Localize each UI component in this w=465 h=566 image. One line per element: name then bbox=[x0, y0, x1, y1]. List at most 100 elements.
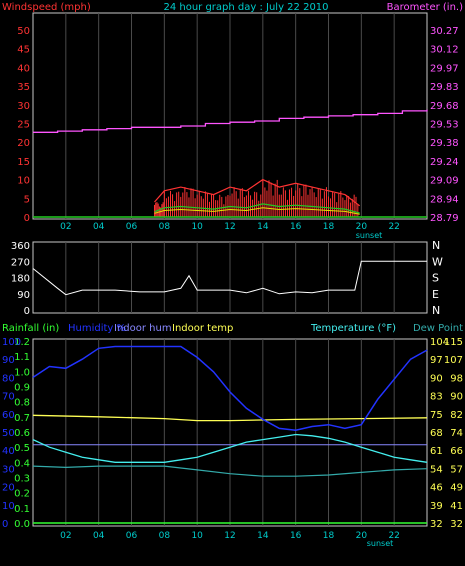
windspeed-tick: 15 bbox=[17, 157, 30, 168]
barometer-tick: 29.83 bbox=[430, 82, 459, 93]
windspeed-tick: 25 bbox=[17, 120, 30, 131]
temperature-tick-b: 82 bbox=[450, 410, 463, 421]
temperature-tick-b: 115 bbox=[444, 337, 463, 348]
temperature-tick-a: 54 bbox=[430, 464, 443, 475]
top-hour-tick: 18 bbox=[323, 222, 335, 232]
barometer-tick: 29.97 bbox=[430, 63, 459, 74]
temperature-tick-b: 32 bbox=[450, 519, 463, 530]
humidity-line bbox=[32, 345, 428, 431]
windspeed-tick: 20 bbox=[17, 138, 30, 149]
top-panel: Windspeed (mph) 24 hour graph day : July… bbox=[2, 2, 463, 240]
barometer-tick: 28.94 bbox=[430, 194, 459, 205]
legend-indoor-temp: Indoor temp bbox=[172, 323, 233, 334]
legend-rainfall: Rainfall (in) bbox=[2, 323, 59, 334]
humidity-tick: 90 bbox=[2, 355, 15, 366]
barometer-axis-label: Barometer (in.) bbox=[387, 2, 463, 13]
humidity-tick: 40 bbox=[2, 446, 15, 457]
rainfall-tick: 0.3 bbox=[14, 474, 30, 485]
temperature-tick-b: 66 bbox=[450, 446, 463, 457]
bottom-hour-tick: 20 bbox=[356, 531, 368, 541]
temperature-tick-a: 39 bbox=[430, 501, 443, 512]
windspeed-tick: 10 bbox=[17, 176, 30, 187]
humidity-tick: 10 bbox=[2, 501, 15, 512]
indoor-temperature-line bbox=[32, 414, 428, 422]
humidity-tick: 60 bbox=[2, 410, 15, 421]
wind-low-line bbox=[154, 207, 360, 215]
top-hour-tick: 02 bbox=[60, 222, 71, 232]
humidity-tick: 70 bbox=[2, 392, 15, 403]
bottom-hour-tick: 10 bbox=[191, 531, 203, 541]
windspeed-axis-label: Windspeed (mph) bbox=[2, 2, 91, 13]
rainfall-tick: 1.2 bbox=[14, 337, 30, 348]
windspeed-line bbox=[154, 178, 361, 207]
barometer-tick: 29.09 bbox=[430, 176, 459, 187]
temperature-tick-a: 61 bbox=[430, 446, 443, 457]
windspeed-tick: 50 bbox=[17, 26, 30, 37]
rainfall-tick: 0.8 bbox=[14, 398, 30, 409]
dew-point-line bbox=[32, 465, 428, 477]
barometer-tick: 29.53 bbox=[430, 120, 459, 131]
temperature-tick-b: 74 bbox=[450, 428, 463, 439]
humidity-tick: 20 bbox=[2, 483, 15, 494]
barometer-tick: 30.12 bbox=[430, 45, 459, 56]
bottom-hour-tick: 14 bbox=[257, 531, 269, 541]
top-hour-tick: 04 bbox=[93, 222, 105, 232]
temperature-tick-a: 68 bbox=[430, 428, 443, 439]
rainfall-tick: 1.0 bbox=[14, 367, 30, 378]
bottom-hour-tick: 02 bbox=[60, 531, 71, 541]
bottom-hour-tick: 18 bbox=[323, 531, 335, 541]
bottom-panel: Rainfall (in) Humidity % Indoor hum Indo… bbox=[2, 323, 463, 548]
compass-tick: E bbox=[432, 288, 439, 301]
top-hour-tick: 08 bbox=[159, 222, 171, 232]
top-hour-tick: 16 bbox=[290, 222, 302, 232]
rainfall-tick: 0.1 bbox=[14, 504, 30, 515]
temperature-tick-b: 41 bbox=[450, 501, 463, 512]
humidity-tick: 0 bbox=[2, 519, 8, 530]
windspeed-tick: 40 bbox=[17, 63, 30, 74]
barometer-tick: 29.68 bbox=[430, 101, 459, 112]
wind-direction-line bbox=[32, 260, 427, 296]
top-chart-title: 24 hour graph day : July 22 2010 bbox=[163, 2, 328, 13]
temperature-tick-b: 90 bbox=[450, 392, 463, 403]
legend-indoor-hum: Indoor hum bbox=[114, 323, 172, 334]
bottom-sunset-label: sunset bbox=[367, 539, 394, 548]
top-sunset-label: sunset bbox=[356, 231, 383, 240]
compass-tick: W bbox=[432, 255, 443, 268]
bottom-hour-tick: 16 bbox=[290, 531, 302, 541]
barometer-line bbox=[33, 109, 428, 133]
windspeed-tick: 35 bbox=[17, 82, 30, 93]
direction-tick: 180 bbox=[11, 274, 30, 285]
temperature-tick-a: 104 bbox=[430, 337, 449, 348]
legend-dew-point: Dew Point bbox=[413, 323, 463, 334]
bottom-hour-tick: 08 bbox=[159, 531, 171, 541]
compass-tick: N bbox=[432, 304, 440, 317]
top-hour-tick: 10 bbox=[191, 222, 203, 232]
humidity-tick: 80 bbox=[2, 373, 15, 384]
rainfall-tick: 0.7 bbox=[14, 413, 30, 424]
bottom-hour-tick: 12 bbox=[224, 531, 235, 541]
temperature-tick-b: 98 bbox=[450, 373, 463, 384]
rainfall-tick: 1.1 bbox=[14, 352, 30, 363]
bottom-hour-tick: 22 bbox=[388, 531, 399, 541]
temperature-tick-a: 83 bbox=[430, 392, 443, 403]
temperature-tick-a: 75 bbox=[430, 410, 443, 421]
top-hour-tick: 14 bbox=[257, 222, 269, 232]
temperature-tick-b: 49 bbox=[450, 483, 463, 494]
direction-tick: 270 bbox=[11, 257, 30, 268]
barometer-tick: 29.24 bbox=[430, 157, 459, 168]
windspeed-tick: 5 bbox=[24, 194, 30, 205]
direction-tick: 360 bbox=[11, 241, 30, 252]
temperature-tick-a: 32 bbox=[430, 519, 443, 530]
windspeed-tick: 45 bbox=[17, 45, 30, 56]
direction-tick: 90 bbox=[17, 290, 30, 301]
rainfall-tick: 0.9 bbox=[14, 383, 30, 394]
humidity-tick: 50 bbox=[2, 428, 15, 439]
bottom-hour-tick: 04 bbox=[93, 531, 105, 541]
barometer-tick: 28.79 bbox=[430, 213, 459, 224]
barometer-tick: 30.27 bbox=[430, 26, 459, 37]
legend-humidity: Humidity % bbox=[68, 323, 126, 334]
top-hour-tick: 12 bbox=[224, 222, 235, 232]
barometer-tick: 29.38 bbox=[430, 138, 459, 149]
